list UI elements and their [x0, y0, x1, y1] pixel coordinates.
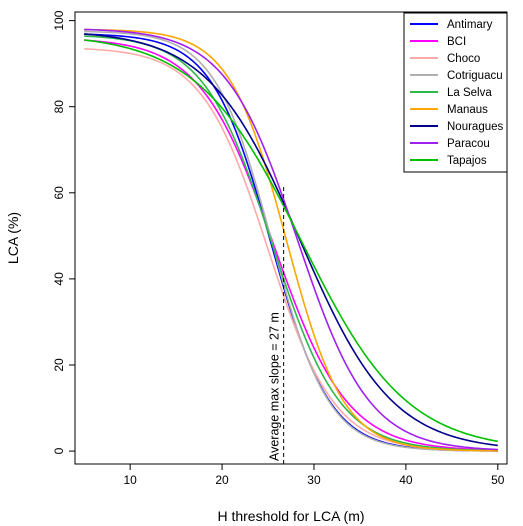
y-tick-label: 0 — [52, 447, 66, 454]
series-line-manaus — [84, 28, 498, 452]
x-tick-label: 20 — [215, 473, 229, 487]
y-tick-label: 100 — [52, 10, 66, 30]
x-axis-title: H threshold for LCA (m) — [217, 508, 364, 524]
legend-entry: Paracou — [447, 138, 490, 150]
x-tick-label: 30 — [307, 473, 321, 487]
plot-frame — [74, 11, 508, 465]
y-tick-label: 60 — [52, 186, 66, 200]
legend-entry: BCI — [447, 36, 466, 48]
x-tick-label: 40 — [399, 473, 413, 487]
series-line-bci — [84, 39, 498, 451]
y-tick-label: 40 — [52, 272, 66, 286]
legend-entry: Manaus — [447, 104, 488, 116]
legend-entry: Antimary — [447, 19, 493, 31]
series-line-cotriguacu — [84, 30, 498, 452]
y-tick-label: 80 — [52, 100, 66, 114]
legend-entry: La Selva — [447, 87, 492, 99]
x-axis: 10 20 30 40 50 — [123, 464, 505, 487]
legend-entry: Nouragues — [447, 121, 504, 133]
max-slope-label: Average max slope = 27 m — [268, 312, 282, 461]
y-tick-label: 20 — [52, 358, 66, 372]
x-tick-label: 10 — [123, 473, 137, 487]
legend-entry: Choco — [447, 53, 480, 65]
series-line-tapajos — [84, 39, 498, 443]
y-axis-title: LCA (%) — [5, 212, 21, 264]
annotation: Average max slope = 27 m — [268, 184, 285, 464]
legend: Antimary BCI Choco Cotriguacu La Selva Manaus… — [403, 12, 508, 173]
series-lines — [84, 28, 498, 452]
legend-entry: Tapajos — [447, 155, 487, 167]
y-axis: 0 20 40 60 80 100 — [52, 10, 75, 454]
legend-entry: Cotriguacu — [447, 70, 503, 82]
x-tick-label: 50 — [491, 473, 505, 487]
